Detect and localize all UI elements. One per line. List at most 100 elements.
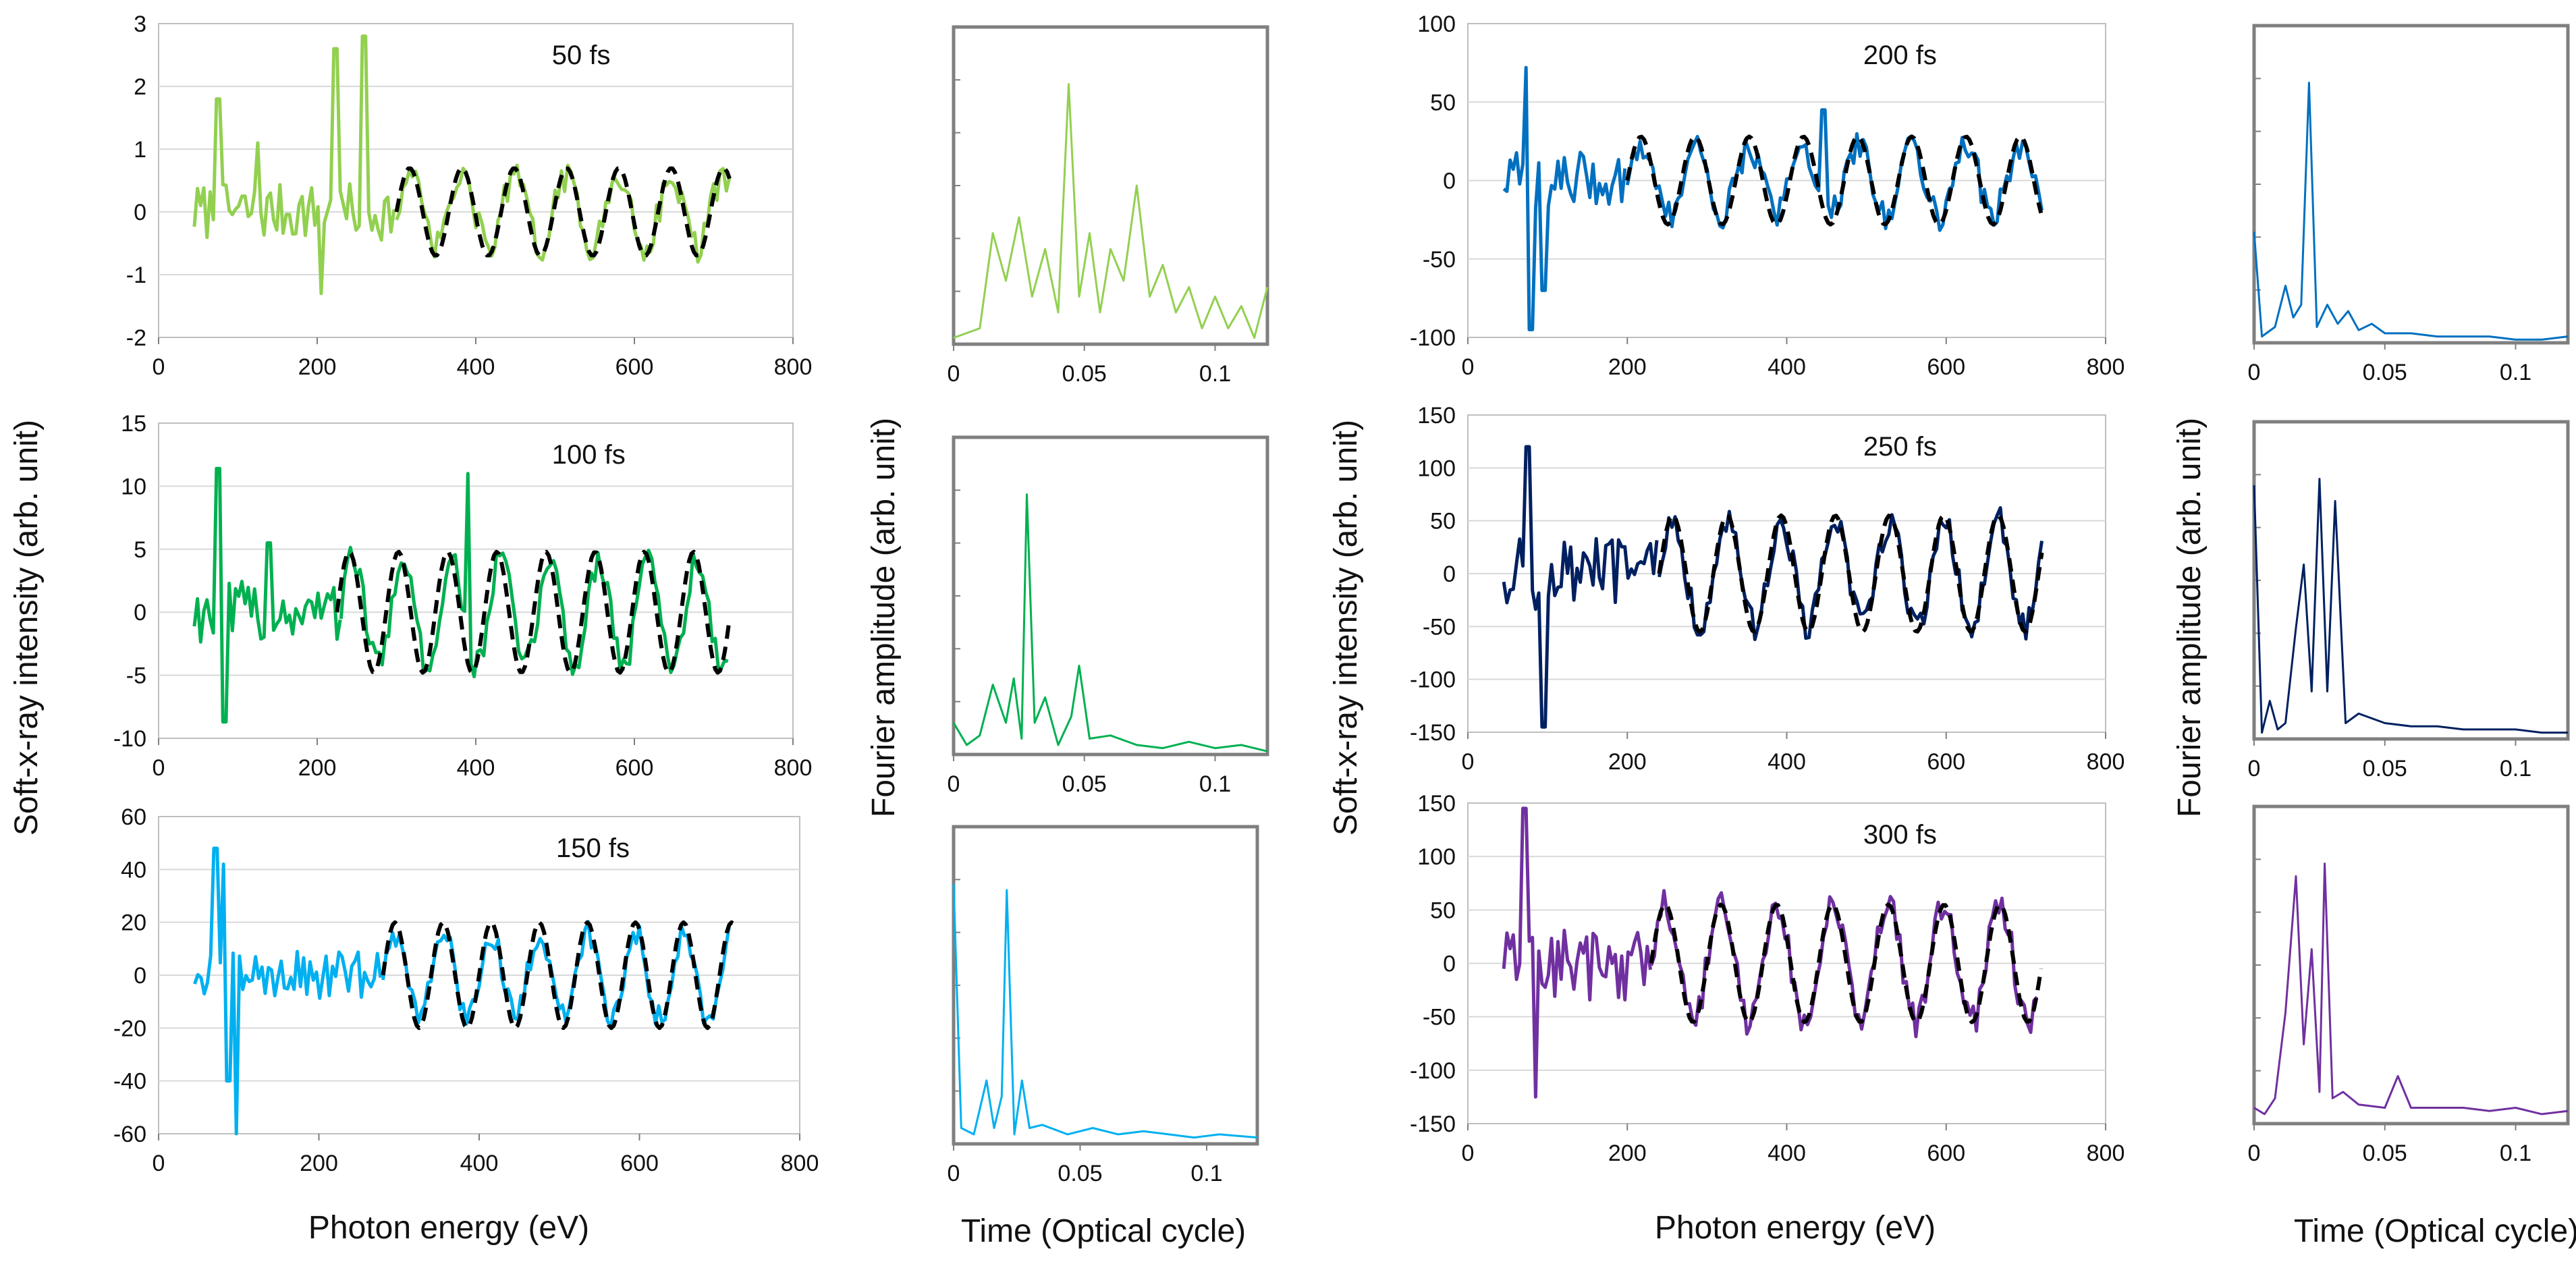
- x-tick-label: 200: [1608, 1141, 1647, 1166]
- x-tick-label: 0.05: [1062, 361, 1107, 387]
- y-tick-label: 1: [134, 137, 146, 163]
- y-tick-label: 0: [134, 200, 146, 225]
- series-line-0: [2253, 478, 2568, 734]
- series-line-2: [1657, 513, 2044, 634]
- x-tick-label: 800: [774, 755, 813, 781]
- x-tick-label: 0.05: [2363, 1141, 2407, 1166]
- x-tick-label: 400: [1767, 354, 1806, 380]
- x-tick-label: 400: [1767, 1141, 1806, 1166]
- plot-area: [158, 23, 794, 338]
- y-tick-label: -40: [113, 1069, 146, 1095]
- y-tick-label: 50: [1430, 509, 1456, 534]
- y-tick-label: 40: [121, 857, 146, 883]
- x-tick-label: 0.1: [1199, 771, 1231, 797]
- x-tick-label: 0: [1462, 1141, 1475, 1166]
- y-tick-label: 100: [1417, 844, 1456, 870]
- x-tick-label: 600: [615, 354, 654, 380]
- y-tick-label: 2: [134, 74, 146, 100]
- plot-area: [952, 25, 1269, 346]
- y-tick-label: 50: [1430, 90, 1456, 115]
- x-tick-label: 0: [948, 1161, 960, 1186]
- plot-area: [952, 825, 1259, 1146]
- y-tick-label: -150: [1410, 720, 1456, 746]
- plot-area: [158, 422, 794, 739]
- x-tick-label: 400: [1767, 749, 1806, 775]
- y-tick-label: -50: [1423, 1005, 1456, 1031]
- x-tick-label: 200: [298, 354, 337, 380]
- panel-6: 0 0.05 0.1: [948, 25, 1269, 387]
- panel-3: -100 -50 0 50 100 0 200 400 600 800 200 fs: [1410, 11, 2125, 380]
- plot-area: [2252, 804, 2570, 1126]
- x-tick-label: 200: [1608, 749, 1647, 775]
- series-line-0: [1502, 445, 1659, 729]
- x-tick-label: 200: [298, 755, 337, 781]
- series-line-0: [953, 83, 1269, 339]
- y-tick-label: 3: [134, 11, 146, 37]
- y-tick-label: -100: [1410, 1058, 1456, 1084]
- y-tick-label: 5: [134, 537, 146, 563]
- x-tick-label: 0.1: [2500, 756, 2531, 781]
- y-tick-label: 10: [121, 474, 146, 499]
- x-tick-label: 800: [2087, 1141, 2125, 1166]
- panel-label: 250 fs: [1863, 432, 1937, 462]
- series-line-1: [1625, 108, 2044, 232]
- series-line-2: [381, 920, 736, 1031]
- x-tick-label: 0.05: [2363, 360, 2407, 385]
- y-tick-label: 0: [1443, 952, 1456, 977]
- panel-8: 0 0.05 0.1: [948, 825, 1259, 1186]
- y-tick-label: -50: [1423, 614, 1456, 640]
- y-tick-label: -1: [126, 263, 146, 288]
- x-tick-label: 600: [620, 1151, 659, 1176]
- series-line-0: [2253, 862, 2569, 1116]
- y-tick-label: -2: [126, 325, 146, 351]
- plot-area: [2252, 420, 2570, 741]
- panel-label: 100 fs: [552, 440, 626, 470]
- y-tick-label: -150: [1410, 1111, 1456, 1137]
- x-tick-label: 400: [460, 1151, 499, 1176]
- y-tick-label: 0: [134, 963, 146, 989]
- x-tick-label: 0.05: [1058, 1161, 1102, 1186]
- x-tick-label: 0: [153, 1151, 165, 1176]
- x-tick-label: 0.1: [1190, 1161, 1222, 1186]
- x-tick-label: 600: [1927, 354, 1965, 380]
- x-tick-label: 600: [1927, 749, 1965, 775]
- panel-10: 0 0.05 0.1: [2248, 420, 2570, 781]
- x-tick-label: 0.05: [1062, 771, 1107, 797]
- y-tick-label: 50: [1430, 898, 1456, 923]
- x-tick-label: 0: [1462, 354, 1475, 380]
- series-line-0: [952, 883, 1258, 1139]
- x-axis-title-time-right: Time (Optical cycle): [2294, 1213, 2576, 1249]
- x-tick-label: 800: [774, 354, 813, 380]
- y-tick-label: 150: [1417, 791, 1456, 817]
- y-tick-label: -100: [1410, 325, 1456, 351]
- panel-7: 0 0.05 0.1: [948, 435, 1269, 797]
- series-line-0: [1502, 806, 1652, 1099]
- x-tick-label: 0: [948, 361, 960, 387]
- panel-11: 0 0.05 0.1: [2248, 804, 2570, 1166]
- panel-1: -10 -5 0 5 10 15 0 200 400 600 800 100 fs: [113, 411, 813, 781]
- y-tick-label: -100: [1410, 667, 1456, 693]
- y-tick-label: -20: [113, 1016, 146, 1041]
- panel-label: 300 fs: [1863, 820, 1937, 850]
- series-line-0: [192, 466, 342, 724]
- series-line-0: [1502, 65, 1627, 331]
- panel-9: 0 0.05 0.1: [2248, 24, 2570, 385]
- x-tick-label: 0: [2248, 756, 2261, 781]
- x-tick-label: 0: [153, 354, 165, 380]
- y-tick-label: 60: [121, 804, 146, 830]
- x-tick-label: 0.1: [2500, 1141, 2531, 1166]
- series-line-0: [192, 34, 396, 296]
- series-line-1: [1649, 889, 2039, 1039]
- series-line-0: [952, 493, 1268, 752]
- y-tick-label: 20: [121, 910, 146, 936]
- panel-label: 50 fs: [552, 40, 611, 70]
- x-tick-label: 800: [781, 1151, 819, 1176]
- y-tick-label: -5: [126, 663, 146, 689]
- x-tick-label: 200: [1608, 354, 1647, 380]
- x-tick-label: 800: [2087, 354, 2125, 380]
- x-tick-label: 0.1: [2500, 360, 2531, 385]
- series-line-2: [335, 549, 732, 675]
